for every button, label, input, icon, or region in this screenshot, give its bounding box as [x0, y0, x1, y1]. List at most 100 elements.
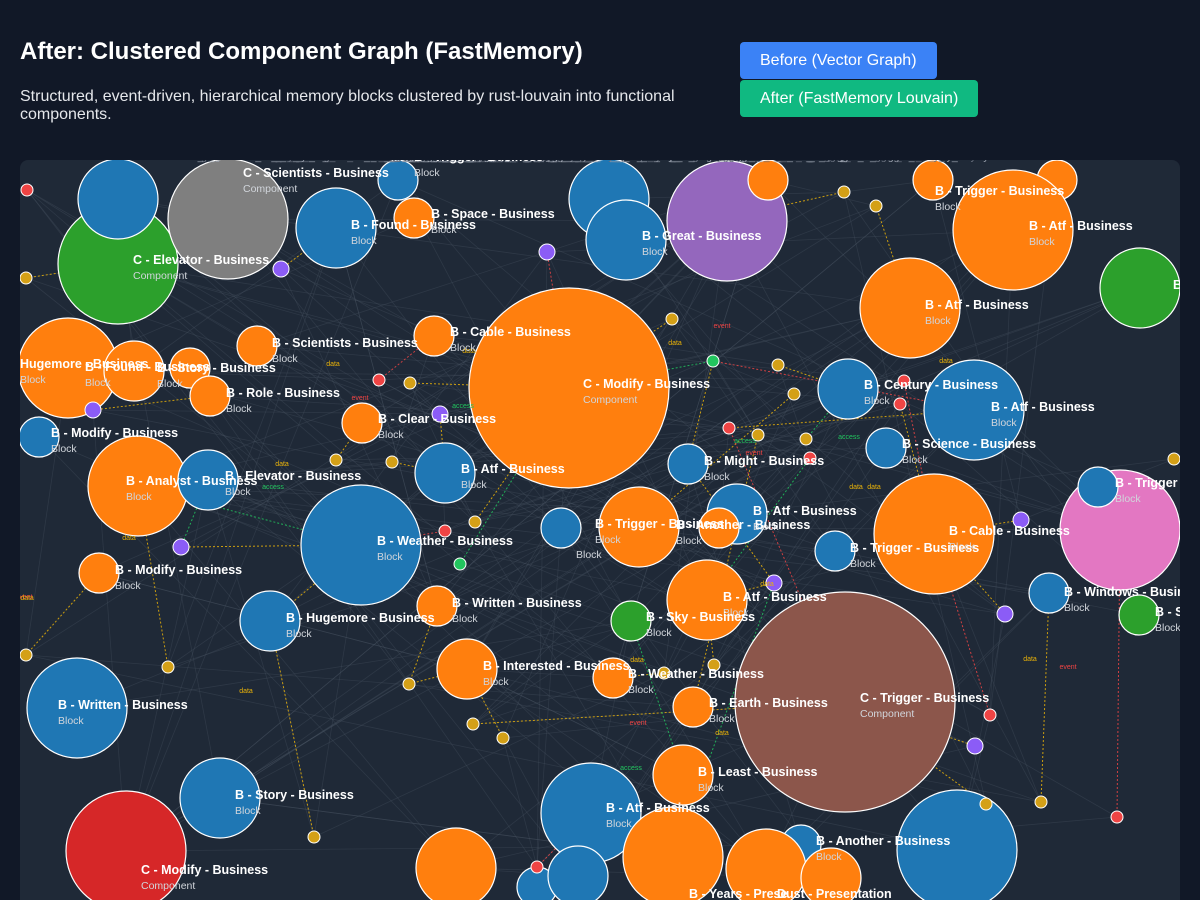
entity-node[interactable]	[1110, 810, 1124, 824]
cluster-node[interactable]	[817, 358, 879, 420]
cluster-node[interactable]	[468, 287, 670, 489]
cluster-node[interactable]	[77, 160, 159, 240]
cluster-node[interactable]	[859, 257, 961, 359]
entity-node[interactable]	[837, 185, 851, 199]
cluster-node[interactable]	[414, 442, 476, 504]
cluster-node[interactable]	[896, 789, 1018, 900]
cluster-node[interactable]	[393, 197, 435, 239]
entity-node[interactable]	[468, 515, 482, 529]
cluster-node[interactable]	[814, 530, 856, 572]
cluster-node[interactable]	[179, 757, 261, 839]
cluster-node[interactable]	[540, 507, 582, 549]
cluster-node[interactable]	[20, 416, 60, 458]
entity-node[interactable]	[1034, 795, 1048, 809]
entity-node[interactable]	[329, 453, 343, 467]
entity-node[interactable]	[707, 658, 721, 672]
cluster-node[interactable]	[585, 199, 667, 281]
cluster-node[interactable]	[65, 790, 187, 900]
entity-node[interactable]	[983, 708, 997, 722]
cluster-node[interactable]	[26, 657, 128, 759]
entity-node[interactable]	[307, 830, 321, 844]
cluster-node[interactable]	[547, 845, 609, 900]
graph-panel[interactable]: data event access data event data access data da…	[20, 160, 1180, 900]
entity-node[interactable]	[438, 524, 452, 538]
cluster-node[interactable]	[415, 827, 497, 900]
entity-node[interactable]	[869, 199, 883, 213]
after-fastmemory-louvain-button[interactable]: After (FastMemory Louvain)	[740, 80, 979, 117]
cluster-node[interactable]	[666, 559, 748, 641]
cluster-node[interactable]	[436, 638, 498, 700]
cluster-node[interactable]	[239, 590, 301, 652]
cluster-node[interactable]	[1118, 594, 1160, 636]
entity-node[interactable]	[84, 401, 102, 419]
cluster-node[interactable]	[622, 806, 724, 900]
entity-node[interactable]	[665, 312, 679, 326]
entity-node[interactable]	[799, 432, 813, 446]
cluster-node[interactable]	[952, 169, 1074, 291]
cluster-node[interactable]	[1028, 572, 1070, 614]
cluster-node[interactable]	[912, 160, 954, 201]
cluster-node[interactable]	[177, 449, 239, 511]
entity-node[interactable]	[751, 428, 765, 442]
entity-node[interactable]	[466, 717, 480, 731]
cluster-node[interactable]	[167, 160, 289, 280]
cluster-node[interactable]	[598, 486, 680, 568]
entity-node[interactable]	[706, 354, 720, 368]
cluster-node[interactable]	[103, 340, 165, 402]
cluster-node[interactable]	[672, 686, 714, 728]
cluster-node[interactable]	[413, 315, 455, 357]
entity-node[interactable]	[538, 243, 556, 261]
entity-node[interactable]	[161, 660, 175, 674]
entity-node[interactable]	[372, 373, 386, 387]
entity-node[interactable]	[385, 455, 399, 469]
cluster-node[interactable]	[698, 507, 740, 549]
cluster-node[interactable]	[610, 600, 652, 642]
cluster-node[interactable]	[341, 402, 383, 444]
entity-node[interactable]	[20, 271, 33, 285]
cluster-node[interactable]	[747, 160, 789, 201]
entity-node[interactable]	[172, 538, 190, 556]
entity-node[interactable]	[1167, 452, 1180, 466]
entity-node[interactable]	[966, 737, 984, 755]
entity-node[interactable]	[897, 374, 911, 388]
entity-node[interactable]	[20, 183, 34, 197]
cluster-node[interactable]	[865, 427, 907, 469]
cluster-node[interactable]	[873, 473, 995, 595]
entity-node[interactable]	[530, 860, 544, 874]
cluster-node[interactable]	[652, 744, 714, 806]
entity-node[interactable]	[453, 557, 467, 571]
entity-node[interactable]	[765, 574, 783, 592]
cluster-node[interactable]	[592, 657, 634, 699]
cluster-node[interactable]	[300, 484, 422, 606]
entity-node[interactable]	[403, 376, 417, 390]
entity-node[interactable]	[1012, 511, 1030, 529]
cluster-node[interactable]	[1099, 247, 1180, 329]
cluster-node[interactable]	[734, 591, 956, 813]
entity-node[interactable]	[657, 666, 671, 680]
cluster-node[interactable]	[800, 847, 862, 900]
entity-node[interactable]	[771, 358, 785, 372]
cluster-node[interactable]	[377, 160, 419, 201]
entity-node[interactable]	[893, 397, 907, 411]
before-vector-graph-button[interactable]: Before (Vector Graph)	[740, 42, 937, 79]
cluster-node[interactable]	[923, 359, 1025, 461]
entity-node[interactable]	[803, 451, 817, 465]
cluster-node[interactable]	[667, 443, 709, 485]
cluster-node[interactable]	[236, 325, 278, 367]
entity-node[interactable]	[431, 405, 449, 423]
entity-node[interactable]	[20, 648, 33, 662]
entity-node[interactable]	[722, 421, 736, 435]
cluster-node[interactable]	[416, 585, 458, 627]
cluster-node[interactable]	[189, 375, 231, 417]
entity-node[interactable]	[272, 260, 290, 278]
entity-node[interactable]	[787, 387, 801, 401]
entity-node[interactable]	[496, 731, 510, 745]
cluster-node[interactable]	[78, 552, 120, 594]
entity-node[interactable]	[402, 677, 416, 691]
entity-node[interactable]	[979, 797, 993, 811]
cluster-node[interactable]	[1077, 466, 1119, 508]
cluster-node[interactable]	[295, 187, 377, 269]
cluster-graph[interactable]: dataeventaccessdataeventdataaccessdatada…	[20, 160, 1180, 900]
entity-node-label: E_Trigger_O	[812, 160, 872, 163]
entity-node[interactable]	[996, 605, 1014, 623]
